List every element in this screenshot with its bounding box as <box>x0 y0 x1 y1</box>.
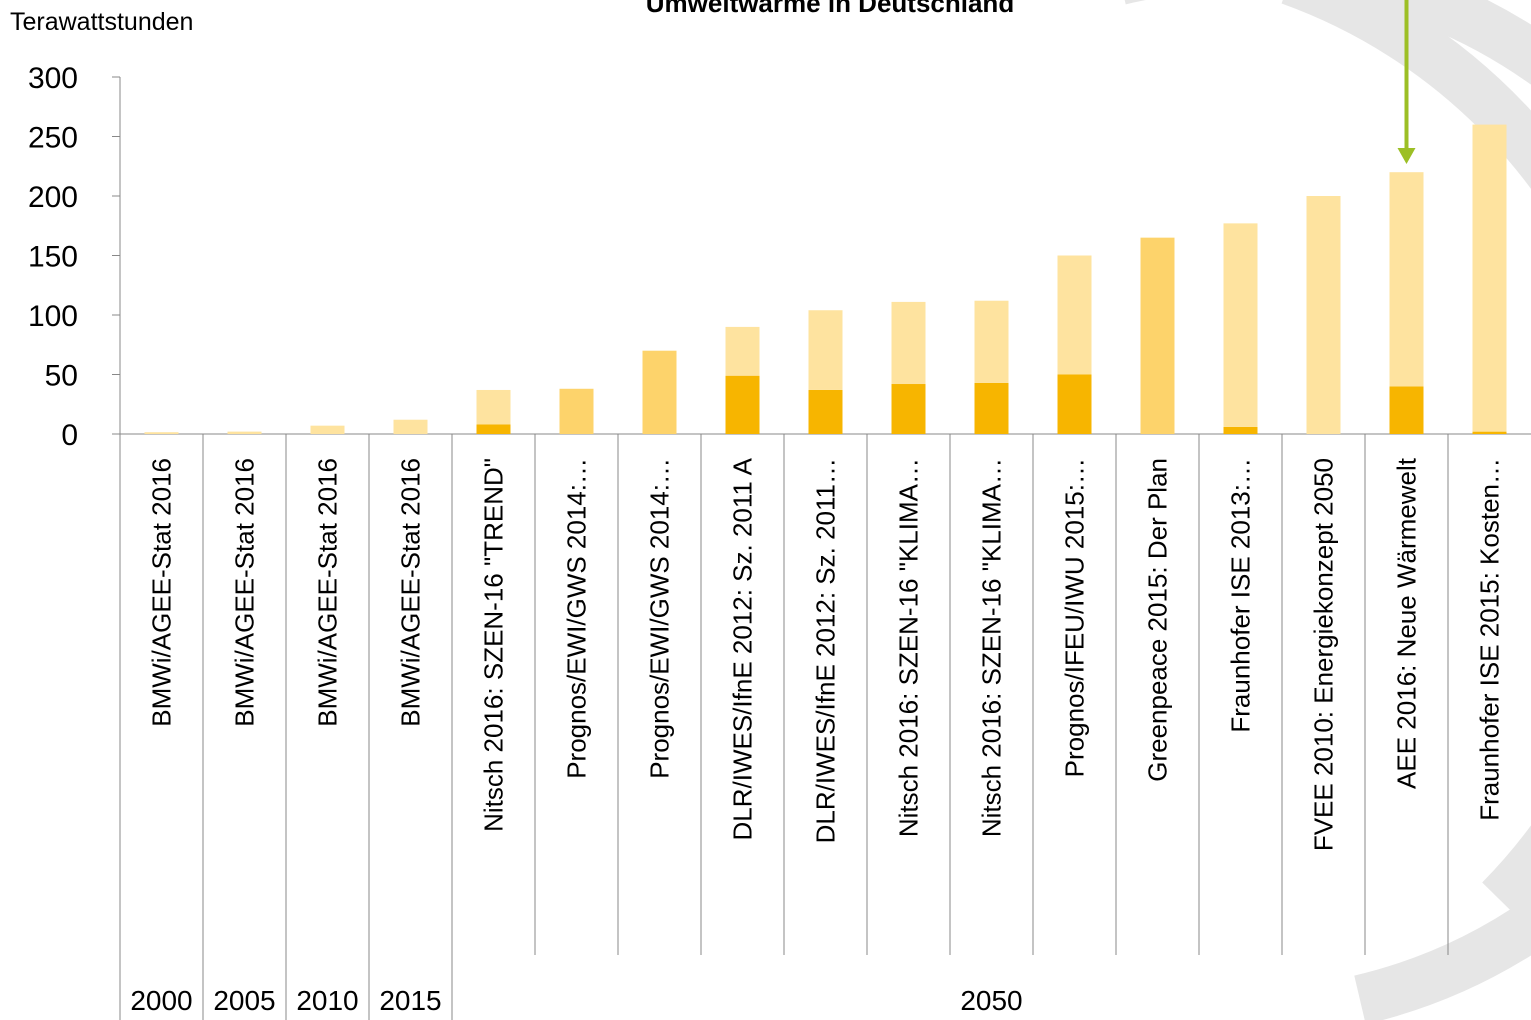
x-tick-label: Fraunhofer ISE 2013:… <box>1226 458 1256 733</box>
y-tick-label: 0 <box>61 419 78 452</box>
x-tick-label: DLR/IWES/IfnE 2012: Sz. 2011… <box>811 458 841 843</box>
x-tick-label: BMWi/AGEE-Stat 2016 <box>147 458 177 727</box>
bar-segment <box>1224 427 1258 434</box>
bar-segment <box>311 426 345 434</box>
bar-segment <box>975 301 1009 383</box>
y-tick-label: 250 <box>28 122 78 155</box>
x-tick-label: Fraunhofer ISE 2015: Kosten… <box>1475 458 1505 821</box>
bar-segment <box>1390 386 1424 434</box>
bar-segment <box>1058 256 1092 375</box>
bar-segment <box>560 389 594 434</box>
bar-segment <box>975 383 1009 434</box>
x-tick-label: Prognos/EWI/GWS 2014:… <box>562 458 592 779</box>
x-group-label: 2010 <box>296 985 358 1016</box>
bar-segment <box>1307 196 1341 434</box>
x-tick-label: BMWi/AGEE-Stat 2016 <box>230 458 260 727</box>
bar-segment <box>477 390 511 425</box>
bar-segment <box>477 424 511 434</box>
bar-segment <box>1473 125 1507 432</box>
x-tick-label: AEE 2016: Neue Wärmewelt <box>1392 457 1422 789</box>
x-tick-label: FVEE 2010: Energiekonzept 2050 <box>1309 458 1339 851</box>
x-tick-label: Prognos/EWI/GWS 2014:… <box>645 458 675 779</box>
bar-segment <box>145 432 179 434</box>
x-tick-label: Greenpeace 2015: Der Plan <box>1143 458 1173 782</box>
x-tick-label: BMWi/AGEE-Stat 2016 <box>396 458 426 727</box>
bar-segment <box>643 351 677 434</box>
bar-segment <box>892 384 926 434</box>
y-tick-label: 50 <box>45 360 78 393</box>
bar-segment <box>1224 223 1258 426</box>
bar-segment <box>726 327 760 376</box>
y-tick-label: 100 <box>28 300 78 333</box>
bar-segment <box>726 376 760 434</box>
bar-segment <box>1141 238 1175 434</box>
x-tick-label: Nitsch 2016: SZEN-16 "KLIMA… <box>894 458 924 837</box>
bar-segment <box>892 302 926 384</box>
bar-segment <box>228 432 262 434</box>
x-group-label: 2050 <box>960 985 1022 1016</box>
bar-segment <box>1473 432 1507 434</box>
bar-segment <box>1058 375 1092 435</box>
x-group-label: 2005 <box>213 985 275 1016</box>
y-tick-label: 200 <box>28 181 78 214</box>
y-axis-label: Terawattstunden <box>10 8 193 36</box>
x-tick-label: Nitsch 2016: SZEN-16 "KLIMA… <box>977 458 1007 837</box>
x-tick-label: DLR/IWES/IfnE 2012: Sz. 2011 A <box>728 457 758 840</box>
y-tick-label: 300 <box>28 62 78 95</box>
x-group-label: 2000 <box>130 985 192 1016</box>
chart-title: Umweltwärme in Deutschland <box>646 0 1014 18</box>
highlight-arrowhead <box>1398 148 1416 164</box>
bar-segment <box>394 420 428 434</box>
x-tick-label: Prognos/IFEU/IWU 2015:… <box>1060 458 1090 777</box>
x-tick-label: Nitsch 2016: SZEN-16 "TREND" <box>479 458 509 832</box>
x-tick-label: BMWi/AGEE-Stat 2016 <box>313 458 343 727</box>
x-group-label: 2015 <box>379 985 441 1016</box>
bar-segment <box>1390 172 1424 386</box>
y-tick-label: 150 <box>28 241 78 274</box>
bar-segment <box>809 310 843 390</box>
bar-segment <box>809 390 843 434</box>
chart: Umweltwärme in Deutschland Terawattstund… <box>0 0 1531 1020</box>
